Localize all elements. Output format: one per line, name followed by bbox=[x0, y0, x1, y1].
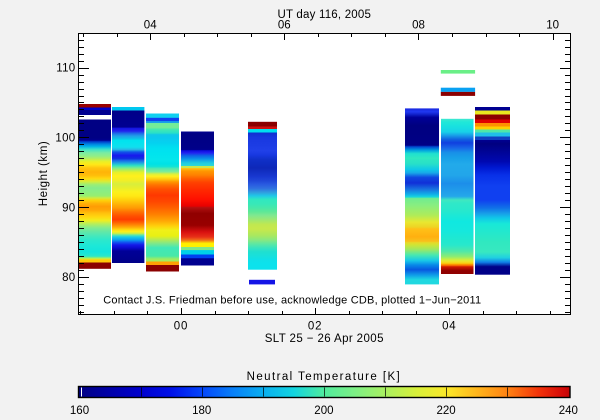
svg-text:Contact J.S. Friedman before u: Contact J.S. Friedman before use, acknow… bbox=[103, 294, 481, 306]
svg-text:240: 240 bbox=[559, 405, 578, 417]
svg-text:02: 02 bbox=[308, 321, 322, 333]
svg-text:Neutral Temperature [K]: Neutral Temperature [K] bbox=[247, 371, 402, 383]
svg-text:80: 80 bbox=[62, 272, 75, 284]
svg-text:160: 160 bbox=[70, 405, 89, 417]
svg-text:110: 110 bbox=[56, 63, 75, 75]
svg-text:10: 10 bbox=[546, 20, 559, 32]
svg-text:220: 220 bbox=[437, 405, 456, 417]
svg-text:UT day 116, 2005: UT day 116, 2005 bbox=[278, 9, 372, 21]
svg-text:06: 06 bbox=[278, 20, 291, 32]
svg-text:100: 100 bbox=[55, 133, 75, 145]
svg-text:04: 04 bbox=[144, 20, 157, 32]
svg-text:04: 04 bbox=[442, 321, 456, 333]
svg-text:Height (km): Height (km) bbox=[38, 141, 50, 206]
svg-text:200: 200 bbox=[314, 405, 333, 417]
svg-text:00: 00 bbox=[174, 321, 188, 333]
svg-text:180: 180 bbox=[192, 405, 211, 417]
svg-text:08: 08 bbox=[412, 20, 425, 32]
svg-text:90: 90 bbox=[62, 202, 75, 214]
svg-text:SLT 25 − 26 Apr 2005: SLT 25 − 26 Apr 2005 bbox=[265, 333, 384, 345]
